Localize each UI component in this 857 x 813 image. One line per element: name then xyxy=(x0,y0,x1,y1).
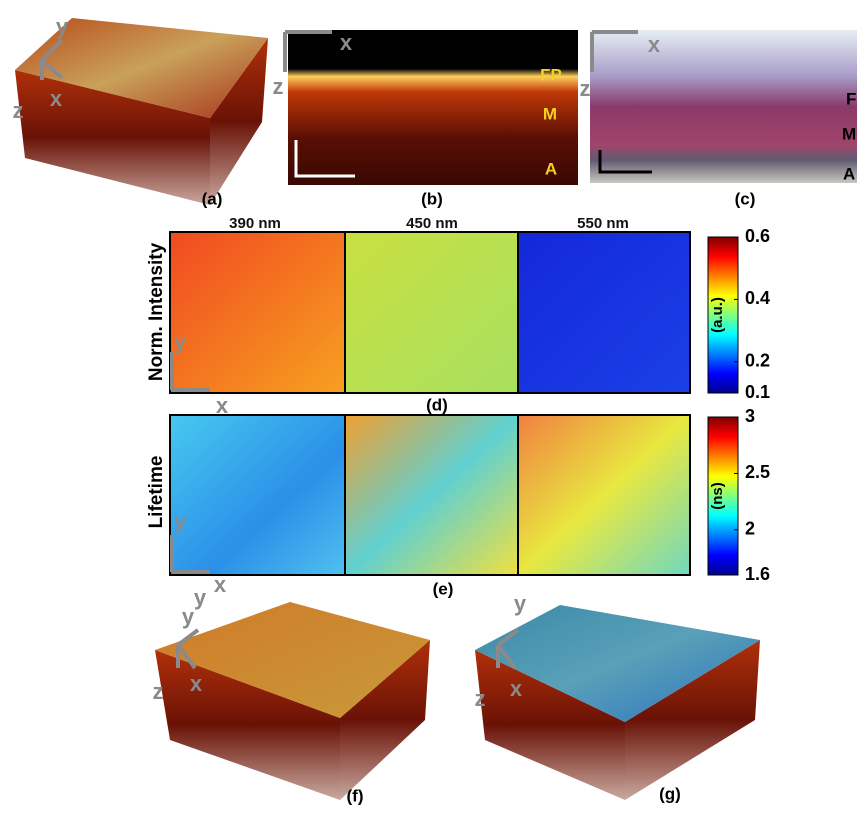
layer-label: M xyxy=(842,124,856,143)
colorbar-unit: (ns) xyxy=(709,482,726,510)
axis-letter: y xyxy=(182,604,195,629)
axis-letter: x xyxy=(340,30,353,55)
axis-letter: z xyxy=(153,679,164,704)
layer-label: A xyxy=(843,164,855,183)
axis-letter: y xyxy=(56,14,69,39)
axis-letter: y xyxy=(514,591,527,616)
colorbar-tick-label: 2.5 xyxy=(745,462,770,482)
panel-label: (a) xyxy=(202,189,223,208)
panel-label: (c) xyxy=(735,189,756,208)
colorbar-tick-label: 2 xyxy=(745,519,755,539)
block-a xyxy=(15,18,268,205)
axis-letter: x xyxy=(50,86,63,111)
panel-label: (f) xyxy=(347,786,364,805)
y-label: Lifetime xyxy=(146,456,167,529)
axis-letter: y xyxy=(194,585,207,610)
layer-label: M xyxy=(543,104,557,123)
histology-image xyxy=(590,30,857,183)
axis-letter: x xyxy=(648,32,661,57)
y-label: Norm. Intensity xyxy=(146,242,167,381)
axis-letter: x xyxy=(190,671,203,696)
panel-label: (e) xyxy=(433,579,454,598)
lifetime-maps xyxy=(170,415,690,575)
colorbar-tick-label: 0.2 xyxy=(745,351,770,371)
axis-letter: x xyxy=(214,572,227,597)
axis-letter: x xyxy=(510,676,523,701)
axis-letter: z xyxy=(273,74,284,99)
layer-label: FP xyxy=(540,65,562,84)
figure: y z x (a) x z FP M A (b) x z FP M A (c) … xyxy=(0,0,857,813)
axis-letter: z xyxy=(580,76,591,101)
panel-label: (g) xyxy=(659,784,681,803)
panel-label: (b) xyxy=(421,189,443,208)
wavelength: 390 nm xyxy=(229,215,281,232)
colorbar-unit: (a.u.) xyxy=(709,297,726,333)
wavelength: 450 nm xyxy=(406,215,458,232)
colorbar-tick-label: 1.6 xyxy=(745,564,770,584)
layer-label: FP xyxy=(846,89,857,108)
panel-label: (d) xyxy=(426,395,448,414)
oct-image xyxy=(288,30,578,185)
axis-letter: z xyxy=(475,686,486,711)
colorbar-tick-label: 0.6 xyxy=(745,226,770,246)
colorbars: (a.u.) 0.6 0.4 0.2 0.1 (ns) 3 2.5 2 1.6 xyxy=(708,226,770,584)
axis-letter: z xyxy=(13,98,24,123)
block-g xyxy=(475,605,760,800)
intensity-maps xyxy=(170,232,690,393)
colorbar-tick-label: 0.1 xyxy=(745,382,770,402)
colorbar-tick-label: 0.4 xyxy=(745,288,770,308)
axis-letter: y xyxy=(174,509,187,534)
layer-label: A xyxy=(545,159,557,178)
wavelength: 550 nm xyxy=(577,215,629,232)
axis-letter: y xyxy=(174,329,187,354)
colorbar-tick-label: 3 xyxy=(745,406,755,426)
